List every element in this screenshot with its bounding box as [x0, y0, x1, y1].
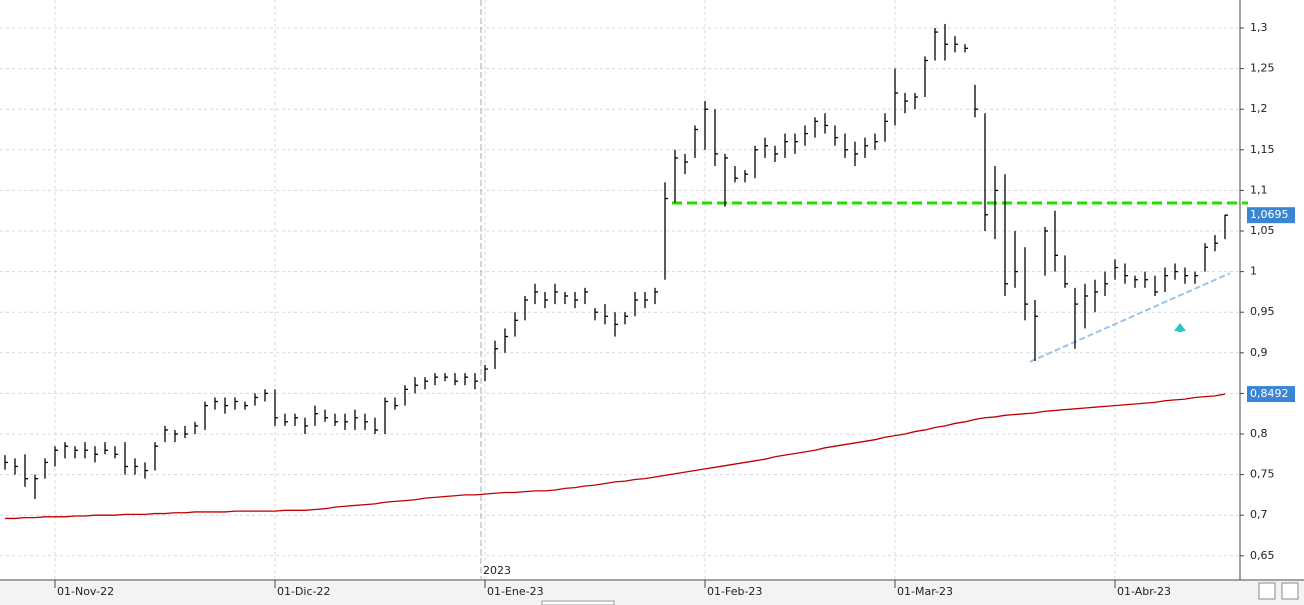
x-tick-label: 01-Abr-23 — [1117, 585, 1171, 598]
y-tick-label: 0,65 — [1250, 549, 1275, 562]
y-tick-label: 1,1 — [1250, 183, 1268, 196]
up-arrow — [1174, 323, 1186, 332]
y-tick-label: 0,8 — [1250, 427, 1268, 440]
y-tick-label: 1,3 — [1250, 21, 1268, 34]
scrollbar[interactable] — [541, 600, 615, 605]
zoom-button[interactable] — [1258, 582, 1276, 600]
y-tick-label: 1,05 — [1250, 224, 1275, 237]
year-label: 2023 — [483, 564, 511, 577]
y-tick-label: 0,75 — [1250, 468, 1275, 481]
trend-line — [1029, 272, 1231, 363]
y-tick-label: 0,7 — [1250, 508, 1268, 521]
price-tag-label: 0,8492 — [1250, 387, 1289, 400]
moving-average — [5, 393, 1226, 520]
price-tag — [1247, 386, 1295, 403]
y-tick-label: 1,2 — [1250, 102, 1268, 115]
y-tick-label: 1 — [1250, 265, 1257, 278]
x-tick-label: 01-Nov-22 — [57, 585, 114, 598]
save-button[interactable] — [1281, 582, 1299, 600]
x-tick-label: 01-Mar-23 — [897, 585, 953, 598]
y-tick-label: 0,9 — [1250, 346, 1268, 359]
x-tick-label: 01-Ene-23 — [487, 585, 544, 598]
x-tick-label: 01-Feb-23 — [707, 585, 762, 598]
y-tick-label: 1,15 — [1250, 143, 1275, 156]
x-axis-strip — [0, 581, 1304, 605]
y-tick-label: 0,95 — [1250, 305, 1275, 318]
y-tick-label: 1,25 — [1250, 62, 1275, 75]
price-tag-label: 1,0695 — [1250, 208, 1289, 221]
x-tick-label: 01-Dic-22 — [277, 585, 331, 598]
price-tag — [1247, 207, 1295, 224]
